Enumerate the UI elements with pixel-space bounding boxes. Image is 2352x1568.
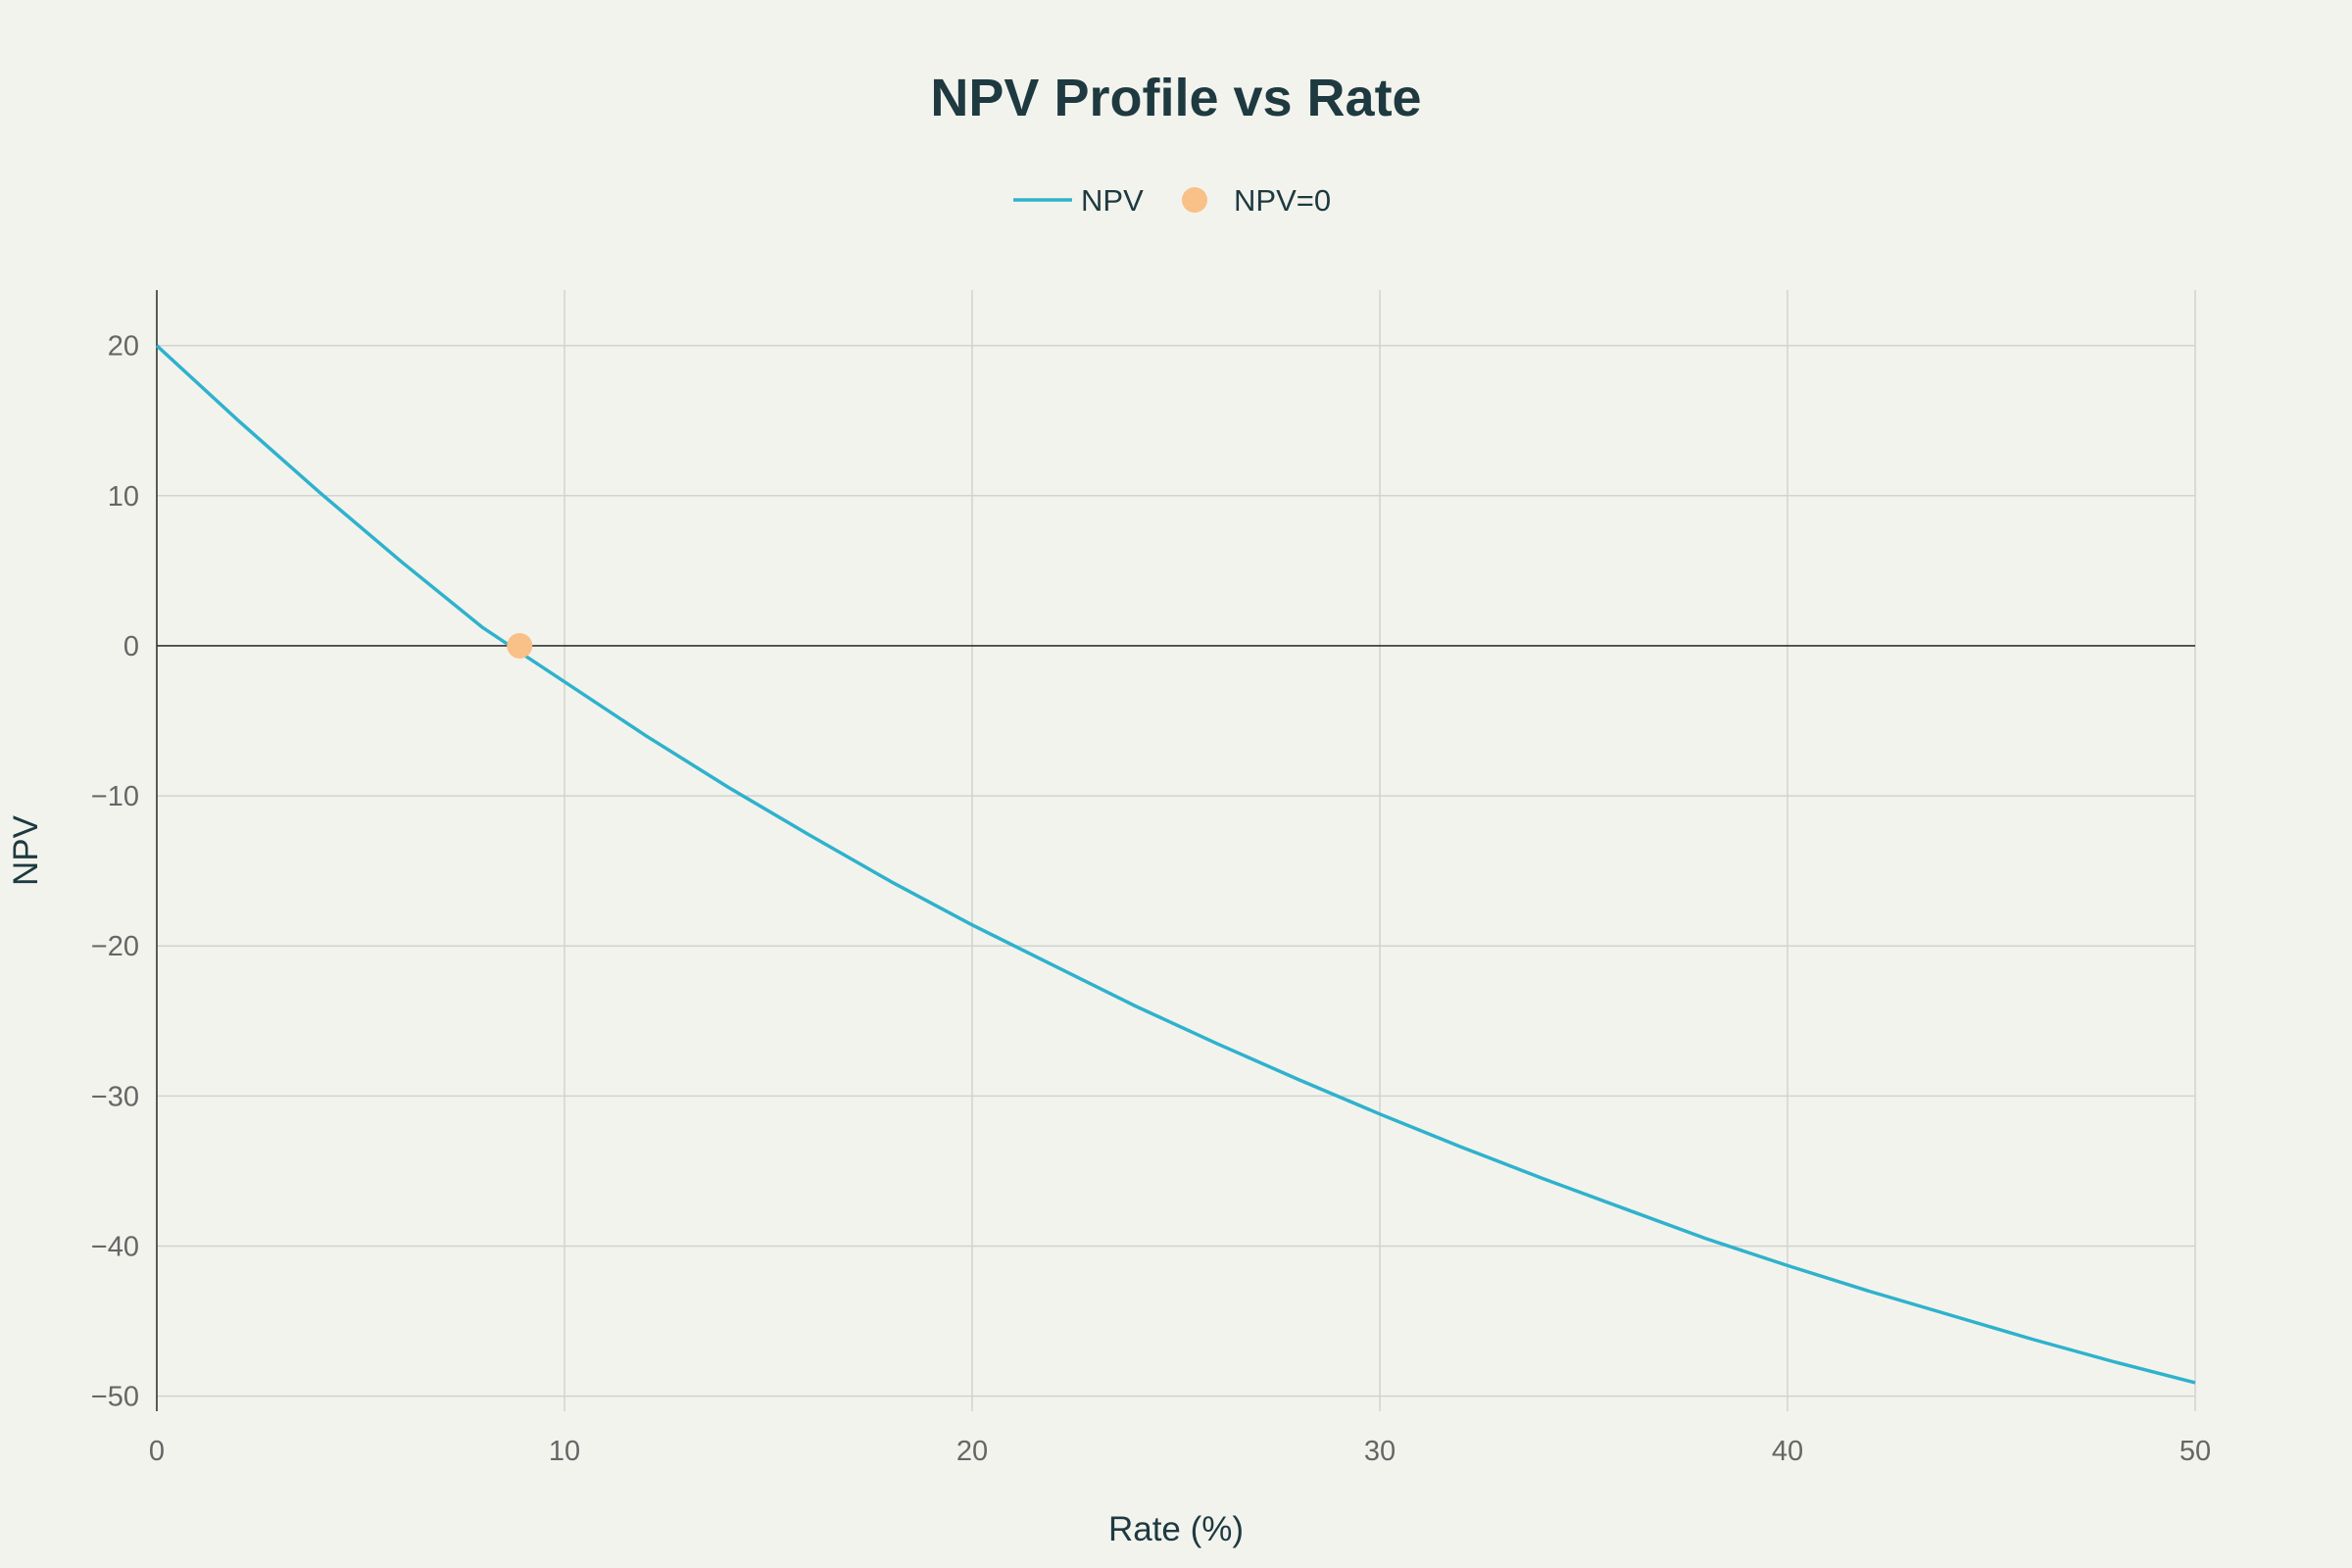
x-axis-title: Rate (%) xyxy=(1108,1510,1244,1548)
axes xyxy=(156,290,2195,1411)
grid-lines xyxy=(157,290,2196,1411)
chart-title: NPV Profile vs Rate xyxy=(930,69,1421,127)
x-tick-label: 10 xyxy=(549,1436,580,1467)
legend-npv-zero-marker-swatch xyxy=(1182,187,1207,213)
y-tick-label: −40 xyxy=(91,1232,139,1263)
y-tick-label: −20 xyxy=(91,931,139,962)
x-tick-label: 40 xyxy=(1772,1436,1803,1467)
x-tick-labels: 0 10 20 30 40 50 xyxy=(149,1436,2211,1467)
y-tick-label: 10 xyxy=(108,481,139,513)
y-tick-labels: 20 10 0 −10 −20 −30 −40 −50 xyxy=(91,331,139,1413)
legend: NPV NPV=0 xyxy=(1013,183,1331,218)
y-tick-label: −10 xyxy=(91,781,139,812)
x-tick-label: 30 xyxy=(1364,1436,1396,1467)
y-tick-label: −30 xyxy=(91,1081,139,1112)
legend-npv-label: NPV xyxy=(1081,183,1144,218)
npv-series-line xyxy=(155,344,2196,1385)
y-tick-label: 20 xyxy=(108,331,139,363)
y-tick-label: 0 xyxy=(123,631,139,662)
legend-npv-zero-label: NPV=0 xyxy=(1234,183,1331,218)
npv-zero-point xyxy=(507,632,533,659)
series-layer xyxy=(155,344,2196,1385)
x-tick-label: 50 xyxy=(2180,1436,2211,1467)
y-tick-label: −50 xyxy=(91,1382,139,1413)
x-tick-label: 0 xyxy=(149,1436,165,1467)
x-tick-label: 20 xyxy=(956,1436,988,1467)
y-axis-title: NPV xyxy=(7,814,45,886)
